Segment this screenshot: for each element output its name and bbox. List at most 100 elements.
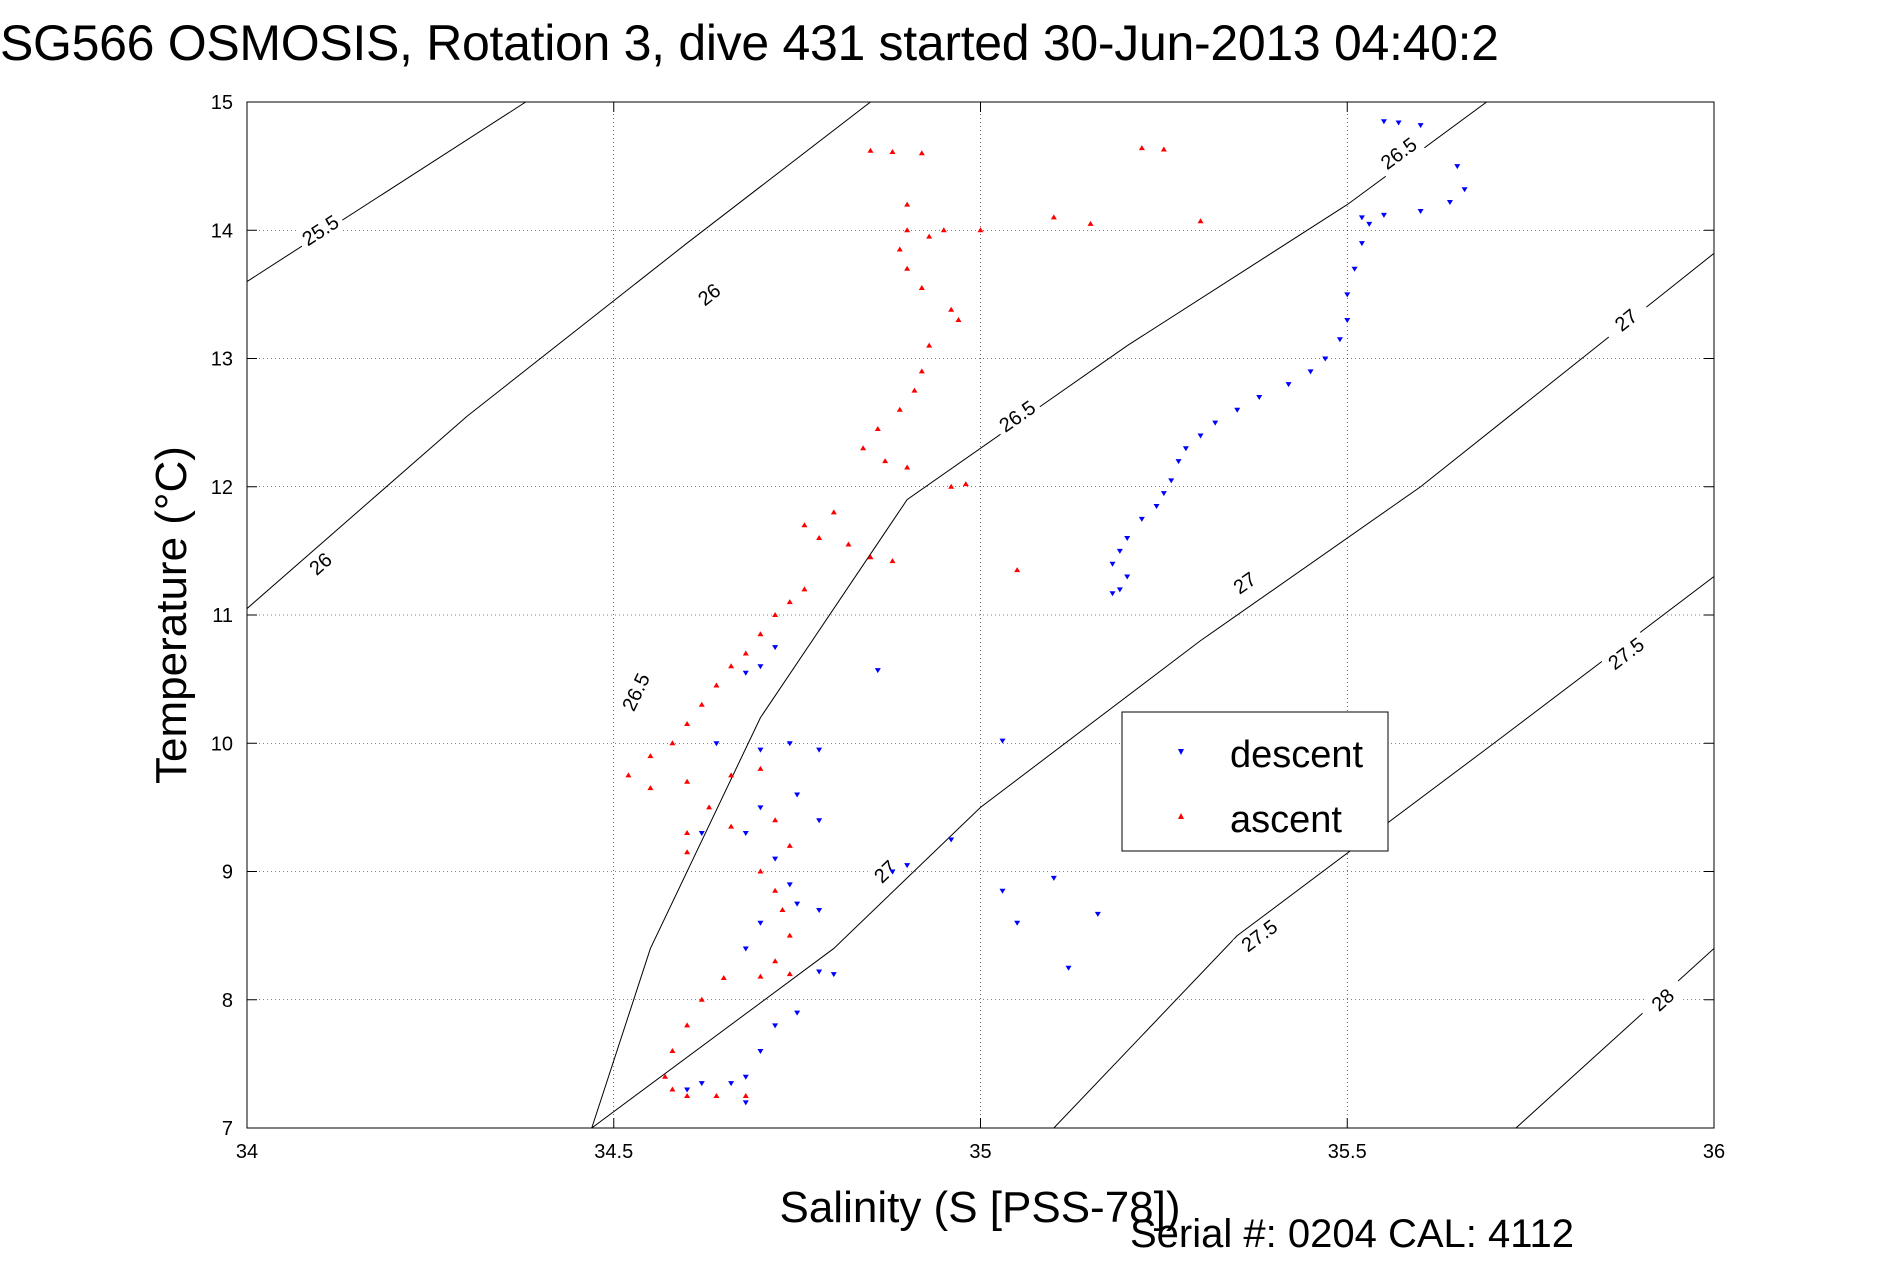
ascent-point (845, 541, 852, 547)
ascent-point (684, 1092, 691, 1098)
ascent-point (874, 426, 881, 432)
y-tick-label: 12 (211, 477, 233, 499)
ascent-point (904, 464, 911, 470)
descent-point (999, 888, 1006, 894)
descent-point (742, 946, 749, 952)
ascent-point (772, 817, 779, 823)
descent-point (1138, 516, 1145, 522)
ascent-point (669, 1086, 676, 1092)
descent-point (816, 969, 823, 975)
ascent-point (816, 535, 823, 541)
descent-point (1351, 266, 1358, 272)
descent-point (794, 1010, 801, 1016)
ascent-point (918, 150, 925, 156)
descent-point (1366, 221, 1373, 227)
ascent-point (1197, 218, 1204, 224)
ascent-point (926, 342, 933, 348)
ascent-point (801, 522, 808, 528)
ascent-point (801, 586, 808, 592)
contour-label-mask (614, 665, 657, 719)
ascent-point (896, 406, 903, 412)
descent-point (1256, 394, 1263, 400)
ascent-point (830, 509, 837, 515)
ascent-point (962, 481, 969, 487)
descent-point (816, 818, 823, 824)
ascent-point (757, 973, 764, 979)
descent-point (772, 1023, 779, 1029)
ascent-point (698, 996, 705, 1002)
ascent-point (1087, 220, 1094, 226)
ascent-point (867, 147, 874, 153)
density-contour-25.5 (247, 102, 527, 282)
ascent-point (940, 227, 947, 233)
ascent-point (918, 284, 925, 290)
ascent-point (948, 306, 955, 312)
descent-point (904, 863, 911, 869)
descent-point (1380, 119, 1387, 125)
descent-point (742, 1100, 749, 1106)
ascent-point (742, 650, 749, 656)
ascent-point (684, 778, 691, 784)
descent-point (1160, 491, 1167, 497)
ascent-point (720, 974, 727, 980)
legend-box (1121, 711, 1389, 852)
ascent-point (728, 823, 735, 829)
descent-point (1014, 920, 1021, 926)
ascent-point (786, 971, 793, 977)
descent-point (794, 901, 801, 907)
contour-label-mask (1599, 295, 1653, 345)
descent-point (1109, 591, 1116, 597)
x-tick-labels: 34 34.5 35 35.5 36 (236, 1141, 1725, 1163)
x-tick-label: 34.5 (594, 1141, 633, 1163)
y-tick-label: 14 (211, 220, 233, 242)
y-tick-label: 11 (212, 605, 233, 627)
ascent-point (911, 387, 918, 393)
x-tick-label: 35 (969, 1141, 991, 1163)
ascent-point (882, 458, 889, 464)
y-axis-label: Temperature (°C) (147, 446, 196, 784)
y-tick-label: 8 (222, 990, 233, 1012)
y-tick-label: 15 (211, 92, 233, 114)
ascent-point (706, 804, 713, 810)
ascent-point (669, 1048, 676, 1054)
ascent-point (1160, 146, 1167, 152)
contour-label-mask (1599, 629, 1653, 678)
descent-point (1461, 187, 1468, 193)
descent-point (1417, 209, 1424, 215)
ascent-point (669, 740, 676, 746)
descent-point (1454, 164, 1461, 170)
ascent-point (896, 246, 903, 252)
descent-point (1065, 965, 1072, 971)
descent-point (1094, 911, 1101, 917)
ascent-point (772, 612, 779, 617)
chart-title: SG566 OSMOSIS, Rotation 3, dive 431 star… (0, 15, 1499, 71)
contour-label-mask (293, 207, 348, 254)
descent-point (1182, 446, 1189, 452)
ascent-point (786, 932, 793, 938)
density-contour-26 (247, 102, 871, 609)
descent-point (757, 664, 764, 670)
ascent-point (728, 663, 735, 669)
ascent-point (948, 483, 955, 489)
ascent-point (860, 445, 867, 451)
ascent-point (647, 785, 654, 791)
descent-point (1175, 459, 1182, 465)
ascent-point (742, 1092, 749, 1098)
descent-point (786, 882, 793, 888)
descent-point (1344, 292, 1351, 298)
descent-point (1380, 212, 1387, 218)
ascent-point (918, 368, 925, 374)
density-contour-28 (1515, 948, 1714, 1128)
descent-point (742, 831, 749, 837)
contour-label-mask (990, 392, 1044, 440)
contour-label-mask (682, 270, 736, 319)
y-tick-label: 7 (222, 1118, 233, 1140)
ascent-point (889, 558, 896, 564)
ascent-point (698, 701, 705, 707)
descent-point (757, 1049, 764, 1055)
ascent-point (1138, 145, 1145, 151)
ascent-point (757, 631, 764, 637)
ascent-point (757, 868, 764, 874)
ascent-point (625, 772, 632, 778)
